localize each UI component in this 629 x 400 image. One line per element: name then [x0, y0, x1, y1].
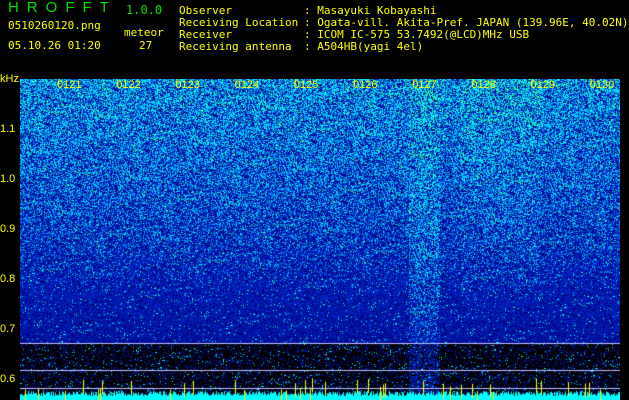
app-version: 1.0.0 [126, 3, 163, 17]
filename: 0510260120.png [8, 19, 101, 32]
x-tick-label: 0130 [589, 79, 615, 91]
meteor-count: 27 [139, 39, 153, 52]
antenna-value: : A504HB(yagi 4el) [304, 40, 424, 53]
y-tick-label: 0.9 [0, 223, 16, 235]
y-tick-label: 0.6 [0, 373, 16, 385]
y-tick-label: 1.0 [0, 173, 16, 185]
x-tick-label: 0126 [353, 79, 378, 91]
y-tick-label: 0.7 [0, 323, 16, 335]
datetime: 05.10.26 01:20 [8, 39, 101, 52]
x-tick-label: 0128 [471, 79, 496, 91]
observer-value: : Masayuki Kobayashi [304, 4, 437, 17]
meteor-label: meteor [124, 26, 164, 39]
receiver-label: Receiver [179, 28, 232, 41]
location-value: : Ogata-vill. Akita-Pref. JAPAN (139.96E… [304, 16, 629, 29]
antenna-label: Receiving antenna [179, 40, 292, 53]
observer-label: Observer [179, 4, 232, 17]
x-tick-label: 0124 [234, 79, 260, 91]
location-label: Receiving Location [179, 16, 299, 29]
receiver-value: : ICOM IC-575 53.7492(@LCD)MHz USB [304, 28, 530, 41]
x-tick-label: 0123 [175, 79, 200, 91]
x-tick-label: 0122 [116, 79, 141, 91]
spectrogram [20, 79, 620, 400]
x-tick-label: 0127 [412, 79, 437, 91]
x-tick-label: 0121 [57, 79, 82, 91]
app-title: HROFFT [8, 0, 117, 16]
x-tick-label: 0129 [530, 79, 556, 91]
y-tick-label: 1.1 [0, 123, 16, 135]
y-tick-label: 0.8 [0, 273, 16, 285]
x-tick-label: 0125 [293, 79, 319, 91]
y-unit: kHz [0, 73, 19, 85]
